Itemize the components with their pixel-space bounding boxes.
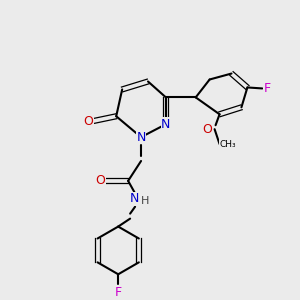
Text: O: O	[203, 123, 213, 136]
Text: F: F	[264, 82, 271, 95]
Text: CH₃: CH₃	[219, 140, 236, 148]
Text: O: O	[95, 174, 105, 188]
Text: H: H	[141, 196, 149, 206]
Text: N: N	[161, 118, 171, 131]
Text: N: N	[129, 192, 139, 205]
Text: O: O	[83, 115, 93, 128]
Text: N: N	[136, 130, 146, 144]
Text: F: F	[115, 286, 122, 299]
